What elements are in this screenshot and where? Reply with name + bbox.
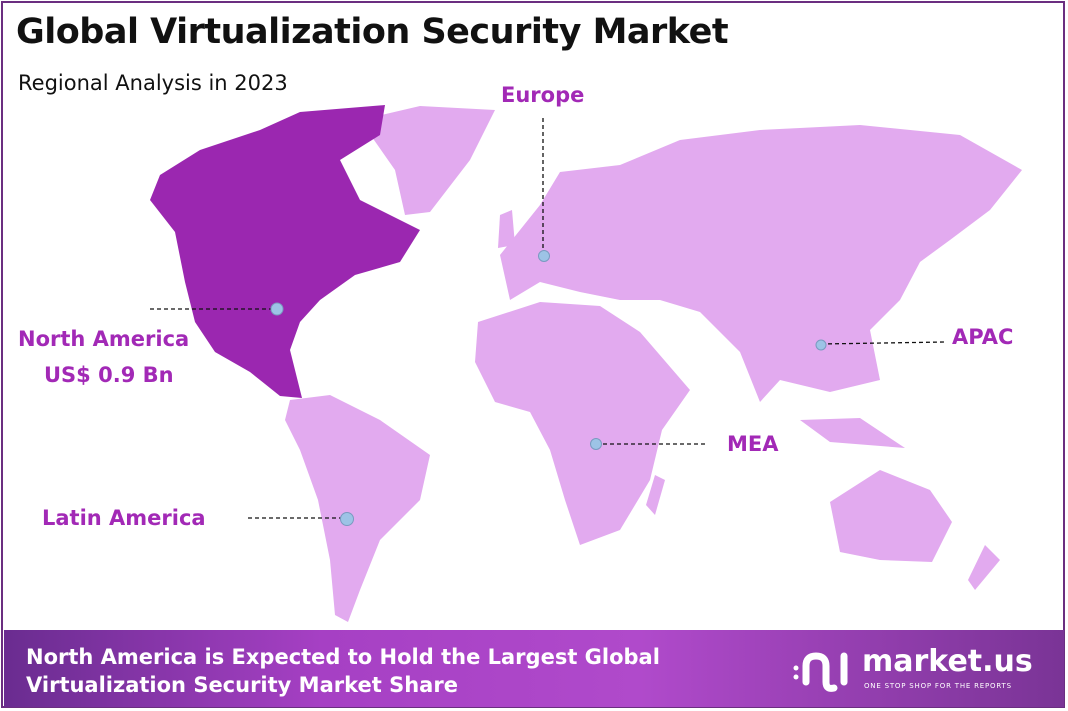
logo-tagline: ONE STOP SHOP FOR THE REPORTS <box>864 682 1012 690</box>
uk <box>498 210 515 248</box>
marker-mea <box>590 438 602 450</box>
label-latin-america: Latin America <box>42 506 206 530</box>
logo-name: market.us <box>862 644 1033 679</box>
footer-line-1: North America is Expected to Hold the La… <box>26 645 660 669</box>
page-title: Global Virtualization Security Market <box>16 12 729 52</box>
footer-banner: North America is Expected to Hold the La… <box>4 630 1064 707</box>
marker-apac <box>815 339 827 351</box>
eurasia <box>500 125 1022 402</box>
footer-text: North America is Expected to Hold the La… <box>26 643 660 699</box>
africa <box>475 302 690 545</box>
south-america <box>285 395 430 622</box>
market-us-logo: market.us ONE STOP SHOP FOR THE REPORTS <box>792 644 1033 698</box>
indonesia <box>800 418 905 448</box>
value-north-america: US$ 0.9 Bn <box>44 363 174 387</box>
marker-north-america <box>270 302 284 316</box>
logo-mark-icon <box>793 652 848 692</box>
new-zealand <box>968 545 1000 590</box>
page-subtitle: Regional Analysis in 2023 <box>18 71 288 95</box>
label-europe: Europe <box>501 83 585 107</box>
label-apac: APAC <box>952 325 1014 349</box>
footer-line-2: Virtualization Security Market Share <box>26 673 458 697</box>
australia <box>830 470 952 562</box>
madagascar <box>646 475 665 515</box>
marker-europe <box>538 250 550 262</box>
label-north-america: North America <box>18 327 190 351</box>
greenland <box>360 106 495 215</box>
marker-latin-america <box>340 512 354 526</box>
label-mea: MEA <box>727 432 779 456</box>
north-america <box>150 105 420 398</box>
